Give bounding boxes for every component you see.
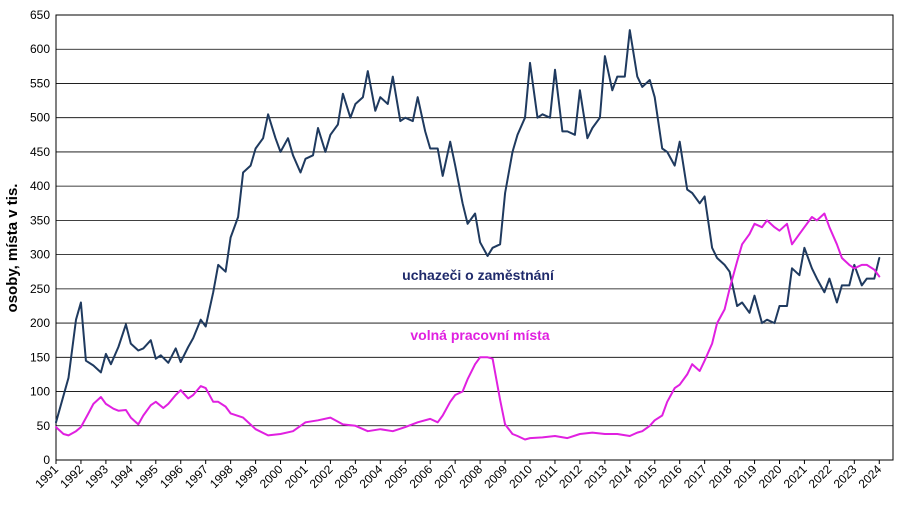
annotation-volna-mista: volná pracovní místa <box>410 327 549 343</box>
series-line-uchazeci <box>55 29 881 424</box>
x-tick-label: 2014 <box>606 462 635 491</box>
y-tick-label: 200 <box>30 316 50 330</box>
annotation-uchazeci: uchazeči o zaměstnání <box>402 267 555 283</box>
x-tick-label: 2018 <box>706 462 735 491</box>
x-tick-label: 2023 <box>831 462 860 491</box>
y-tick-label: 150 <box>30 350 50 364</box>
x-tick-label: 2005 <box>382 462 411 491</box>
x-tick-label: 2017 <box>681 462 710 491</box>
x-tick-label: 2015 <box>631 462 660 491</box>
x-tick-label: 2021 <box>781 462 810 491</box>
y-tick-label: 550 <box>30 76 50 90</box>
y-tick-label: 300 <box>30 248 50 262</box>
x-tick-label: 2019 <box>731 462 760 491</box>
x-tick-label: 2011 <box>532 462 560 490</box>
x-tick-label: 1992 <box>57 462 86 491</box>
x-tick-label: 2008 <box>456 462 485 491</box>
y-tick-label: 650 <box>30 8 50 22</box>
y-axis-label: osoby, místa v tis. <box>4 184 21 313</box>
x-tick-label: 2016 <box>656 462 685 491</box>
x-tick-label: 2007 <box>432 462 461 491</box>
x-tick-label: 2003 <box>332 462 361 491</box>
x-tick-label: 2010 <box>506 462 535 491</box>
x-tick-label: 2013 <box>581 462 610 491</box>
series-lines <box>55 29 881 441</box>
x-tick-label: 1998 <box>207 462 236 491</box>
plot-area <box>55 14 894 461</box>
x-tick-label: 2009 <box>481 462 510 491</box>
x-tick-label: 1994 <box>107 462 136 491</box>
y-tick-label: 50 <box>37 419 51 433</box>
x-tick-label: 2000 <box>257 462 286 491</box>
y-tick-label: 100 <box>30 385 50 399</box>
y-tick-label: 350 <box>30 213 50 227</box>
x-tick-label: 1995 <box>132 462 161 491</box>
x-tick-label: 1996 <box>157 462 186 491</box>
y-tick-label: 400 <box>30 179 50 193</box>
x-tick-label: 1993 <box>82 462 111 491</box>
y-tick-label: 450 <box>30 145 50 159</box>
x-tick-label: 2004 <box>357 462 386 491</box>
x-tick-label: 2022 <box>806 462 835 491</box>
x-tick-label: 1991 <box>32 462 61 491</box>
y-tick-label: 0 <box>43 453 50 467</box>
x-tick-label: 1997 <box>182 462 211 491</box>
x-tick-label: 2024 <box>856 462 885 491</box>
x-axis-ticks: 1991199219931994199519961997199819992000… <box>32 460 885 491</box>
y-tick-label: 250 <box>30 282 50 296</box>
y-tick-label: 600 <box>30 42 50 56</box>
x-tick-label: 2006 <box>407 462 436 491</box>
x-tick-label: 2012 <box>556 462 585 491</box>
x-tick-label: 2002 <box>307 462 336 491</box>
x-tick-label: 2020 <box>756 462 785 491</box>
series-line-volna-mista <box>55 212 881 441</box>
y-tick-label: 500 <box>30 111 50 125</box>
y-axis-ticks: 0 50 100 150 200 250 300 350 400 450 500 550 600 650 <box>30 8 50 467</box>
x-tick-label: 1999 <box>232 462 261 491</box>
x-tick-label: 2001 <box>282 462 311 491</box>
